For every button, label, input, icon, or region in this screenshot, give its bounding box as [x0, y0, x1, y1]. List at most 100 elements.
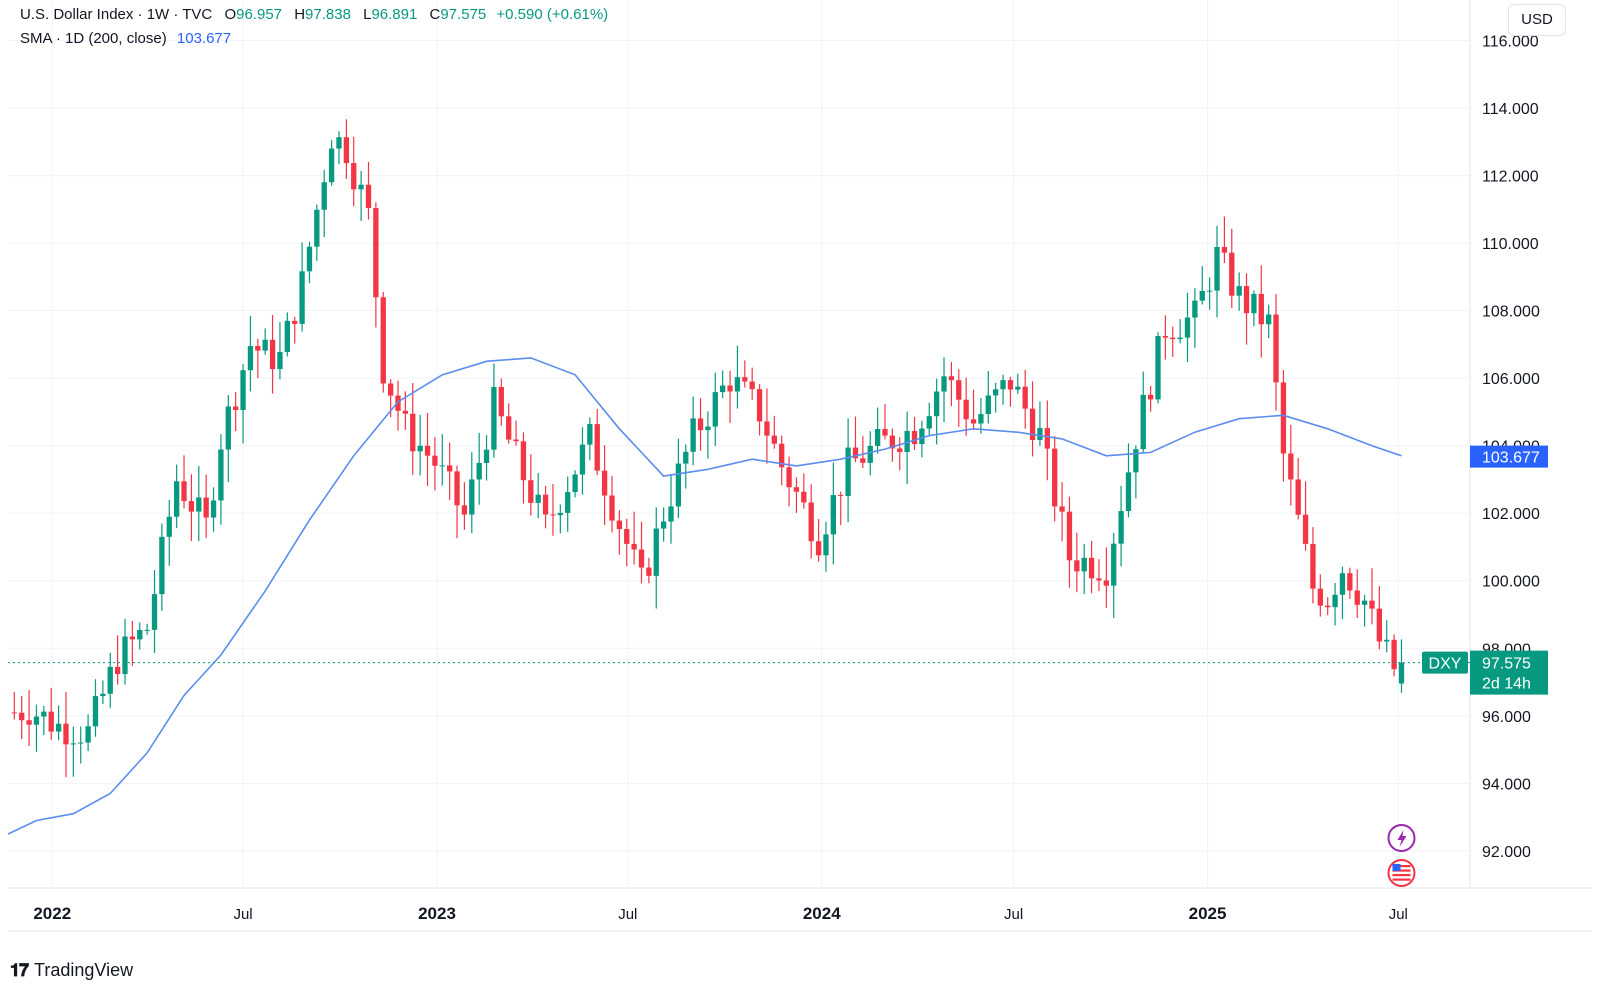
price-chart[interactable]: 116.000 114.000 112.000 110.000 108.000 106.0… [8, 0, 1592, 950]
candle-body [535, 494, 541, 503]
candle-body [240, 370, 246, 410]
candle-body [1280, 382, 1287, 454]
candle-body [1214, 247, 1220, 291]
ohlc-legend: U.S. Dollar Index · 1W · TVC O96.957 H97… [20, 6, 608, 23]
candle-body [624, 529, 630, 544]
legend-close-value: 97.575 [440, 6, 487, 23]
candle-body [336, 137, 342, 149]
candle-body [705, 426, 711, 431]
candle-body [33, 716, 40, 725]
candle-body [41, 711, 47, 717]
legend-close-label: C [429, 6, 441, 23]
candle-body [476, 462, 482, 480]
candle-body [1052, 448, 1058, 507]
footer-brand[interactable]: 𝟏𝟕 TradingView [10, 960, 133, 981]
candle-body [1147, 394, 1154, 400]
sma-legend[interactable]: SMA · 1D (200, close) 103.677 [20, 30, 231, 47]
candle-body [897, 448, 903, 453]
candle-body [1029, 408, 1036, 441]
candle-body [1236, 286, 1242, 296]
candle-body [742, 377, 748, 382]
candle-body [1088, 557, 1095, 579]
candle-body [173, 481, 180, 517]
candle-body [793, 487, 800, 492]
y-tick-label: 114.000 [1482, 101, 1539, 118]
candle-body [771, 435, 777, 444]
candle-body [196, 497, 202, 512]
x-tick-label: Jul [618, 906, 637, 923]
candle-body [572, 474, 578, 493]
candle-body [675, 463, 682, 507]
candle-body [956, 380, 962, 400]
sma-tag [1470, 445, 1548, 468]
candle-body [1302, 514, 1309, 544]
candle-body [882, 429, 888, 436]
candle-body [565, 492, 571, 513]
currency-button[interactable]: USD [1508, 4, 1566, 36]
candle-body [1007, 380, 1014, 390]
candle-body [668, 506, 674, 522]
candle-body [889, 435, 896, 449]
candle-body [1258, 293, 1264, 325]
candle-body [410, 413, 416, 452]
candle-body [1376, 608, 1383, 642]
candle-body [92, 696, 99, 727]
candle-body [373, 208, 379, 298]
y-tick-label: 108.000 [1482, 304, 1540, 321]
legend-open-label: O [224, 6, 237, 23]
x-tick-label: 2025 [1189, 904, 1227, 923]
candle-body [151, 594, 158, 630]
candle-body [85, 726, 91, 743]
x-tick-label: 2024 [803, 904, 841, 923]
symbol-tag-label: DXY [1429, 656, 1462, 673]
candle-body [1162, 336, 1169, 338]
candle-body [616, 520, 623, 530]
candle-body [720, 385, 726, 393]
candle-body [19, 712, 25, 721]
candle-body [1037, 428, 1043, 441]
symbol-tag [1422, 651, 1468, 674]
footer-brand-label: TradingView [34, 960, 134, 980]
candle-body [941, 376, 947, 392]
flag-stripe-icon [1392, 874, 1411, 877]
candle-body [815, 541, 822, 556]
candle-body [1354, 590, 1360, 605]
candle-body [638, 549, 645, 568]
candle-body [262, 339, 268, 351]
candle-body [860, 458, 866, 463]
candle-body [321, 182, 327, 210]
flag-stripe-icon [1392, 865, 1411, 868]
candle-body [63, 723, 69, 745]
candle-body [756, 389, 763, 422]
candle-body [867, 445, 873, 463]
candle-body [690, 418, 696, 452]
candle-body [1295, 479, 1301, 515]
candle-body [233, 406, 239, 410]
candle-body [218, 449, 224, 501]
candle-body [948, 376, 955, 381]
candle-body [601, 470, 608, 496]
candle-body [1140, 394, 1146, 450]
chart-frame[interactable]: 116.000 114.000 112.000 110.000 108.000 106.0… [8, 0, 1592, 950]
candle-body [114, 666, 121, 675]
x-tick-label: Jul [1389, 906, 1408, 923]
candle-body [144, 629, 150, 631]
candle-body [328, 148, 335, 183]
candle-body [513, 439, 519, 442]
candle-body [1391, 639, 1397, 670]
candle-body [26, 720, 32, 725]
price-tag-countdown: 2d 14h [1482, 676, 1531, 693]
candle-body [1369, 600, 1375, 609]
sma-legend-value: 103.677 [176, 30, 232, 47]
candle-body [225, 406, 231, 450]
us-flag-event-icon[interactable] [1387, 859, 1416, 887]
candle-body [779, 443, 785, 468]
candle-body [358, 184, 364, 190]
y-tick-label: 96.000 [1482, 709, 1531, 726]
candle-body [1155, 336, 1161, 400]
candle-body [550, 514, 556, 516]
candle-body [1310, 543, 1316, 589]
candle-body [904, 430, 910, 453]
candle-body [1000, 380, 1006, 390]
candle-body [852, 447, 859, 459]
